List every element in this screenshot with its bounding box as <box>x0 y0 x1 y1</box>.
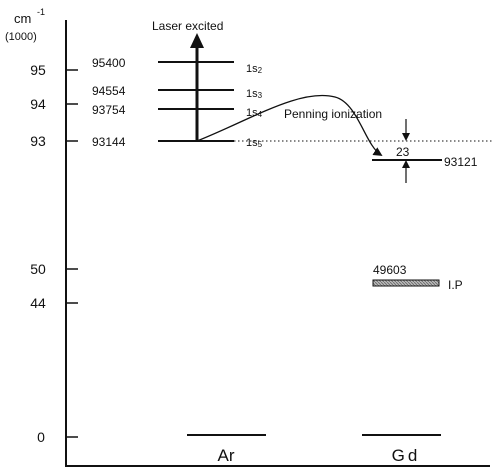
gd-atom-label: Gd <box>392 446 421 465</box>
ar-level-value-93754: 93754 <box>92 103 126 117</box>
ar-level-value-95400: 95400 <box>92 56 126 70</box>
laser-arrow-head <box>190 33 204 48</box>
gd-ionization-potential-band <box>372 279 440 287</box>
y-tick-label-95: 95 <box>30 62 46 78</box>
ar-atom-label: Ar <box>218 446 235 465</box>
ar-level-label-1s2: 1s2 <box>246 63 263 75</box>
gap-arrow-down-head <box>402 133 410 141</box>
y-tick-label-94: 94 <box>30 96 46 112</box>
penning-transfer-arrow <box>196 94 383 156</box>
gd-ip-label: I.P <box>448 278 463 292</box>
ar-level-value-94554: 94554 <box>92 84 126 98</box>
ar-level-label-1s3: 1s3 <box>246 88 263 100</box>
penning-ionization-label: Penning ionization <box>284 107 382 121</box>
axis-scale-note: (1000) <box>5 31 37 43</box>
axis-unit: cm <box>14 11 31 26</box>
ar-level-value-93144: 93144 <box>92 135 126 149</box>
y-tick-label-44: 44 <box>30 295 46 311</box>
y-tick-label-50: 50 <box>30 261 46 277</box>
gd-ip-value: 49603 <box>373 263 407 277</box>
axis-unit-exponent: -1 <box>37 7 45 17</box>
ar-level-label-1s5: 1s5 <box>246 137 263 149</box>
gap-arrow-up-head <box>402 160 410 168</box>
y-tick-label-0: 0 <box>37 429 45 445</box>
gap-value-label: 23 <box>396 145 410 159</box>
y-tick-label-93: 93 <box>30 133 46 149</box>
laser-excited-label: Laser excited <box>152 19 223 33</box>
gd-level-value: 93121 <box>444 155 478 169</box>
